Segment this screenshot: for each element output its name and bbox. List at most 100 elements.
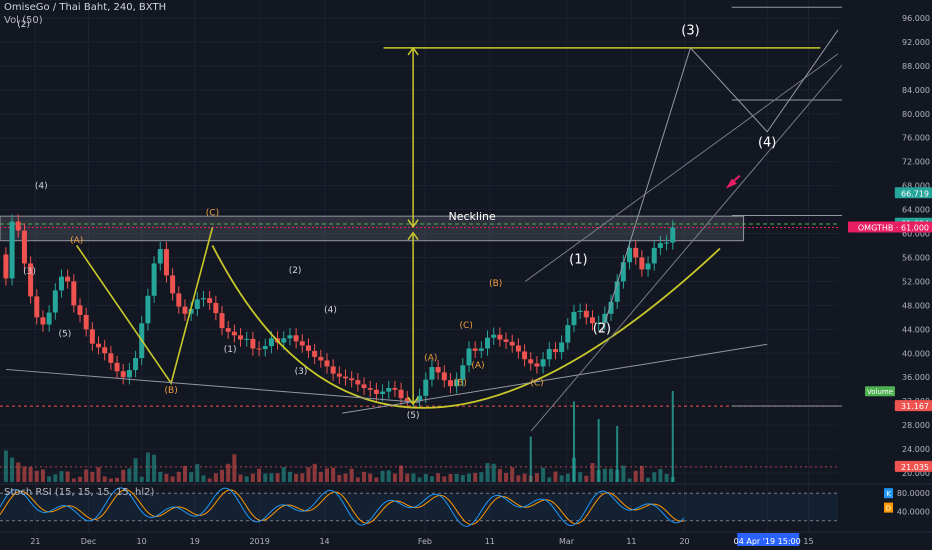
time-tick-label: 2019: [249, 537, 269, 546]
volume-bar: [374, 477, 379, 482]
volume-bar: [559, 475, 564, 482]
volume-bar: [386, 470, 391, 482]
candle-body: [435, 367, 441, 373]
candle-body: [114, 362, 120, 372]
wave-label: (3): [295, 367, 308, 377]
candle-body: [120, 371, 126, 378]
volume-bar: [578, 472, 583, 482]
volume-spike: [597, 419, 600, 482]
volume-bar: [238, 474, 243, 482]
volume-bar: [189, 472, 194, 482]
candle-body: [491, 334, 497, 338]
candle-body: [126, 370, 132, 378]
time-tick-label: 11: [626, 537, 636, 546]
candle-body: [460, 365, 466, 380]
volume-bar: [405, 473, 410, 482]
candle-body: [231, 331, 237, 336]
candles: [3, 214, 676, 409]
volume-bar: [207, 478, 212, 482]
time-tick-label: 21: [30, 537, 40, 546]
candle-body: [522, 351, 528, 360]
candle-body: [651, 247, 657, 264]
wave-label: (A): [424, 353, 437, 363]
candle-body: [268, 338, 274, 347]
volume-title: Vol (50): [4, 15, 43, 26]
wave-label: (3): [681, 24, 699, 39]
candle-body: [83, 314, 89, 330]
price-tick-label: 44.000: [902, 325, 930, 334]
volume-bar: [65, 471, 70, 482]
volume-bar: [40, 469, 45, 482]
candle-body: [176, 293, 182, 307]
volume-bar: [3, 450, 8, 482]
time-tick-label: 11: [485, 537, 495, 546]
candle-body: [200, 298, 206, 300]
volume-bar: [158, 471, 163, 482]
volume-bar: [176, 471, 181, 482]
volume-bar: [504, 472, 509, 482]
volume-bar: [442, 476, 447, 482]
volume-bar: [621, 465, 626, 482]
volume-bar: [269, 473, 274, 482]
volume-bar: [516, 475, 521, 482]
first-cup-line: [76, 227, 214, 386]
candle-body: [602, 313, 608, 323]
candle-body: [546, 349, 552, 360]
price-tick-label: 24.000: [902, 445, 930, 454]
volume-bar: [170, 476, 175, 482]
lower-trend-line: [5, 368, 420, 403]
candle-body: [367, 387, 373, 390]
price-badge: [894, 187, 932, 199]
volume-spike: [572, 401, 575, 482]
volume-bar: [423, 473, 428, 482]
price-badge: [848, 221, 932, 233]
volume-bar: [34, 470, 39, 482]
price-tick-label: 20.000: [902, 469, 930, 478]
candle-body: [219, 313, 225, 329]
candle-body: [188, 308, 194, 314]
candle-body: [299, 341, 305, 346]
volume-bar: [244, 476, 249, 482]
volume-bar: [355, 477, 360, 482]
candle-body: [596, 322, 602, 324]
wave-label: (5): [407, 411, 420, 421]
volume-bar: [127, 468, 132, 482]
volume-bar: [460, 475, 465, 482]
volume-bar: [306, 467, 311, 482]
volume-bar: [584, 475, 589, 482]
measured-move-arrowhead: [407, 396, 419, 406]
wave-label: (4): [758, 136, 776, 151]
volume-bar: [300, 473, 305, 482]
price-badge-label: 66.719: [901, 189, 929, 198]
candle-body: [256, 348, 262, 350]
volume-spike: [671, 391, 674, 482]
candle-body: [71, 281, 77, 306]
volume-bar: [257, 468, 262, 482]
volume-bar: [195, 464, 200, 482]
time-tick-label: 20: [679, 537, 689, 546]
wave-label: (C): [460, 321, 473, 331]
stoch-legend-badge: [884, 488, 893, 499]
price-tick-label: 48.000: [902, 301, 930, 310]
candle-body: [65, 276, 71, 282]
candle-body: [102, 347, 108, 354]
candle-body: [645, 263, 651, 270]
candle-body: [472, 348, 478, 351]
candle-body: [15, 221, 21, 231]
wave-label: (C): [530, 379, 543, 389]
time-tick-label: 10: [137, 537, 147, 546]
measured-move-arrowhead: [407, 46, 419, 56]
volume-bar: [466, 473, 471, 482]
candle-body: [225, 328, 231, 332]
price-tick-label: 60.000: [902, 230, 930, 239]
volume-bar: [411, 473, 416, 482]
candle-body: [312, 350, 318, 357]
volume-bar: [436, 473, 441, 482]
stoch-d-line: [0, 489, 685, 525]
price-badge-label: 21.035: [901, 463, 929, 472]
candle-body: [620, 262, 626, 282]
candle-body: [447, 380, 453, 387]
stoch-k-line: [0, 487, 685, 527]
volume-bar: [448, 473, 453, 482]
